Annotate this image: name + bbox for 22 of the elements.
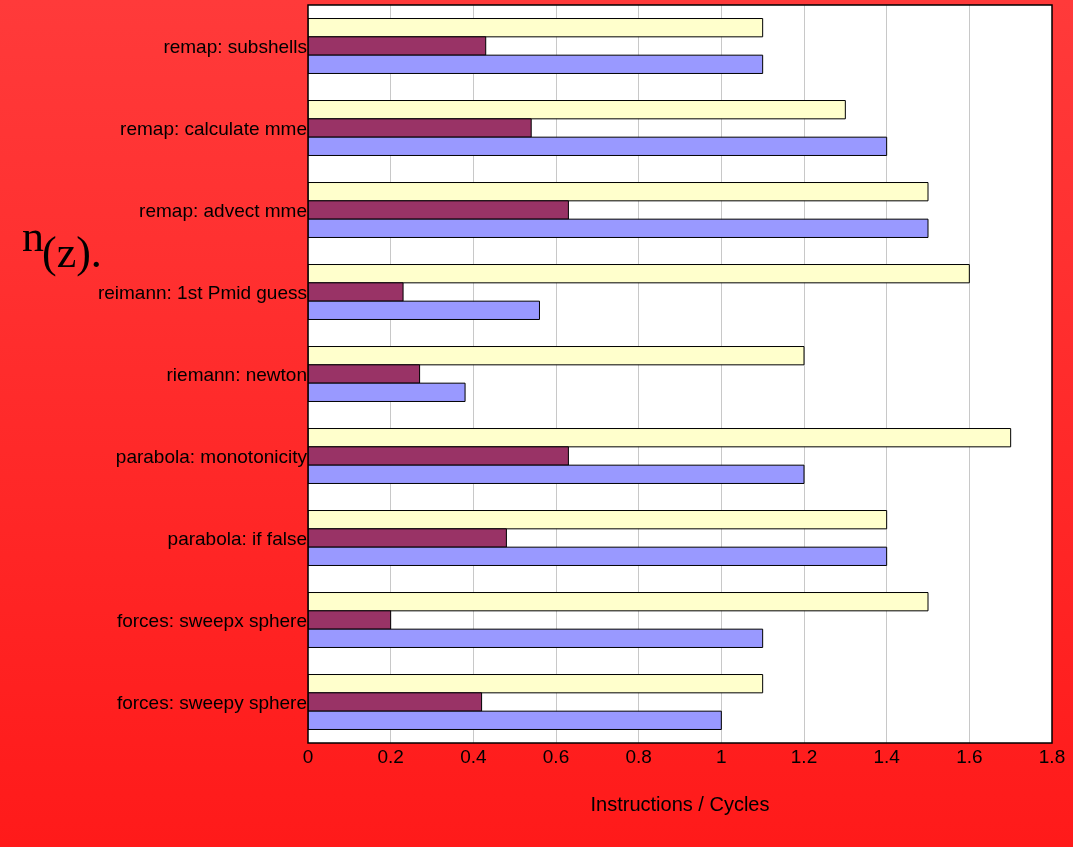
y-tick-label: forces: sweepy sphere <box>116 691 307 713</box>
y-tick-label: remap: advect mme <box>139 199 307 221</box>
x-tick-label: 0.2 <box>377 746 404 767</box>
x-axis-title: Instructions / Cycles <box>590 792 770 815</box>
y-tick-label: reimann: 1st Pmid guess <box>97 281 307 303</box>
y-tick-label: remap: subshells <box>163 35 307 57</box>
x-tick-label: 0 <box>302 746 314 767</box>
text: n <box>22 212 44 261</box>
x-tick-label: 0.8 <box>625 746 652 767</box>
y-tick-label: parabola: monotonicity <box>115 445 308 467</box>
y-tick-label: parabola: if false <box>167 527 307 549</box>
x-tick-label: 1.8 <box>1038 746 1066 767</box>
y-tick-label: forces: sweepx sphere <box>116 609 307 631</box>
y-tick-label: riemann: newton <box>166 363 307 385</box>
x-tick-label: 0.4 <box>460 746 487 767</box>
x-tick-label: 1.6 <box>956 746 983 767</box>
x-tick-label: 0.6 <box>542 746 570 767</box>
text: (z). <box>42 228 102 277</box>
x-tick-label: 1.2 <box>790 746 818 767</box>
y-tick-label: remap: calculate mme <box>120 117 307 139</box>
x-tick-label: 1 <box>716 746 727 767</box>
x-tick-label: 1.4 <box>873 746 901 767</box>
